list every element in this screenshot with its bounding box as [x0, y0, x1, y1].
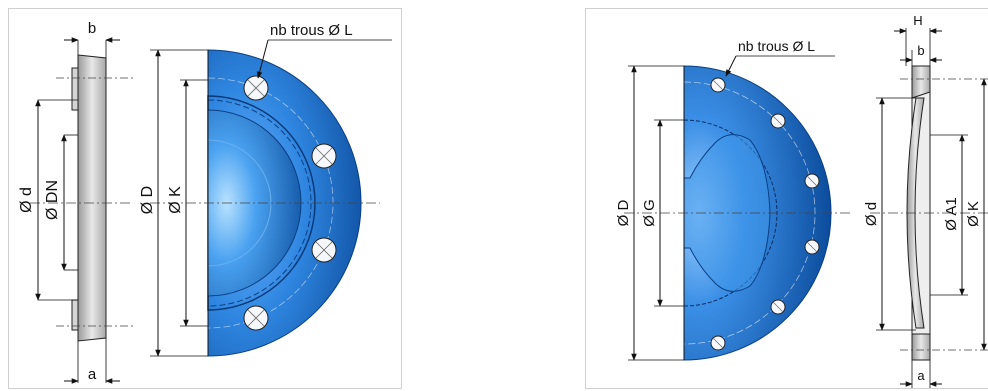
dim-A1-label: Ø A1	[943, 197, 960, 230]
left-front-dimension-lines	[150, 39, 392, 357]
left-labels: b a Ø d Ø DN Ø D Ø K nb trous Ø L	[18, 20, 353, 383]
left-flange-side-view	[30, 54, 135, 342]
holes-label-right: nb trous Ø L	[738, 38, 815, 54]
bolt-hole	[710, 335, 726, 351]
dim-D-label: Ø D	[139, 186, 156, 214]
right-blind-flange-front-view	[624, 65, 850, 361]
dim-b-label: b	[88, 20, 96, 37]
right-side-dimension-lines	[876, 28, 987, 388]
dim-G-label: Ø G	[641, 199, 658, 227]
dim-dn-label: Ø DN	[44, 180, 61, 220]
holes-label: nb trous Ø L	[270, 22, 353, 39]
bolt-hole	[311, 143, 337, 169]
dim-K-label-right: Ø K	[965, 201, 982, 227]
right-front-dimension-lines	[628, 55, 835, 361]
left-dimension-lines	[35, 37, 120, 384]
bolt-hole	[770, 299, 786, 315]
bolt-hole	[243, 75, 269, 101]
dim-a-label-right: a	[917, 368, 925, 383]
bolt-hole	[770, 113, 786, 129]
bolt-hole	[243, 305, 269, 331]
dim-a-label: a	[88, 366, 97, 383]
dim-K-label: Ø K	[167, 186, 184, 214]
dim-b-label-right: b	[917, 43, 924, 58]
dim-d-label-right: Ø d	[863, 202, 880, 226]
bolt-hole	[804, 239, 820, 255]
bolt-hole	[710, 77, 726, 93]
dim-H-label: H	[913, 13, 922, 28]
dim-d-label: Ø d	[18, 187, 35, 213]
dim-D-label-right: Ø D	[615, 200, 632, 227]
right-blind-flange-side-view	[870, 65, 988, 361]
right-labels: nb trous Ø L Ø D Ø G H b a Ø d Ø A1 Ø K	[615, 13, 982, 383]
right-bolt-holes	[710, 77, 820, 351]
left-flange-front-view	[150, 49, 380, 357]
bolt-hole	[804, 173, 820, 189]
bolt-hole	[311, 237, 337, 263]
left-bolt-holes	[243, 75, 337, 331]
